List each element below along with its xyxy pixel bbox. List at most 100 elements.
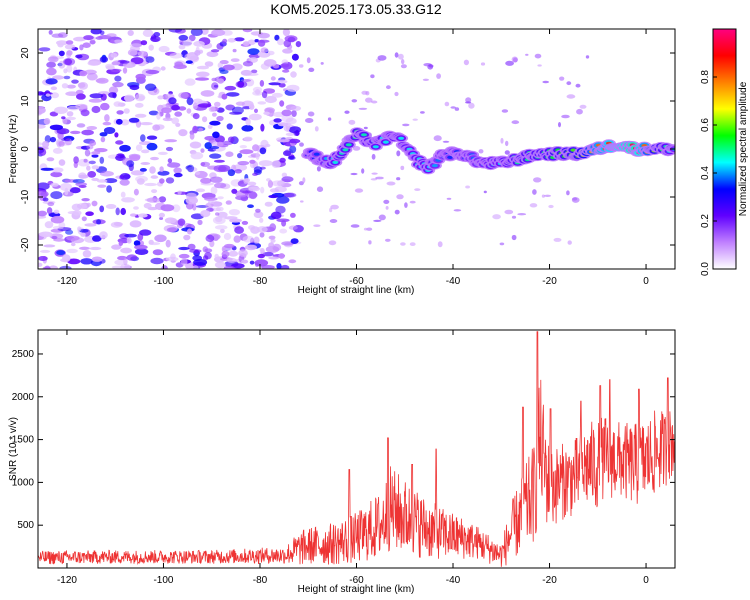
- noise-blob: [111, 61, 121, 66]
- noise-blob: [171, 104, 181, 111]
- noise-blob: [368, 240, 372, 245]
- noise-blob: [120, 247, 132, 254]
- noise-blob: [96, 179, 108, 183]
- noise-blob: [135, 144, 143, 152]
- noise-blob: [226, 92, 240, 97]
- noise-blob: [350, 224, 360, 228]
- noise-blob: [217, 62, 223, 69]
- noise-blob: [533, 177, 542, 183]
- noise-blob: [257, 39, 266, 47]
- noise-blob: [88, 160, 96, 165]
- noise-blob: [320, 62, 324, 65]
- noise-blob: [83, 35, 94, 41]
- noise-blob: [394, 91, 399, 97]
- noise-blob: [139, 122, 153, 126]
- noise-blob: [148, 242, 161, 246]
- noise-blob: [200, 148, 205, 153]
- noise-blob: [140, 134, 146, 142]
- noise-blob: [170, 253, 176, 260]
- noise-blob: [281, 109, 293, 117]
- noise-blob: [192, 113, 200, 120]
- noise-blob: [243, 178, 249, 184]
- x-tick-label: -80: [253, 276, 268, 287]
- noise-blob: [110, 39, 115, 44]
- noise-blob: [89, 140, 97, 146]
- noise-blob: [45, 78, 58, 85]
- noise-blob: [258, 160, 273, 167]
- noise-blob: [279, 157, 286, 163]
- noise-blob: [137, 50, 148, 57]
- noise-blob: [146, 197, 161, 203]
- snr-y-axis-label: SNR (10 * v/v): [8, 417, 19, 481]
- noise-blob: [38, 91, 44, 96]
- noise-blob: [100, 136, 106, 143]
- noise-blob: [135, 175, 148, 183]
- noise-blob: [99, 170, 114, 177]
- noise-blob: [87, 60, 101, 66]
- noise-blob: [281, 176, 294, 183]
- noise-blob: [291, 53, 299, 61]
- noise-blob: [282, 29, 290, 37]
- noise-blob: [164, 139, 177, 143]
- noise-blob: [239, 145, 247, 149]
- noise-blob: [249, 159, 256, 164]
- noise-blob: [227, 169, 236, 177]
- noise-blob: [282, 69, 290, 73]
- noise-blob: [158, 212, 165, 218]
- noise-blob: [108, 86, 119, 94]
- noise-blob: [352, 146, 361, 151]
- noise-blob: [241, 259, 249, 264]
- noise-blob: [161, 107, 172, 114]
- noise-blob: [78, 174, 89, 179]
- noise-blob: [38, 124, 46, 129]
- noise-blob: [50, 182, 59, 187]
- noise-blob: [468, 102, 475, 109]
- noise-blob: [351, 99, 358, 103]
- noise-blob: [42, 197, 49, 202]
- noise-blob: [422, 78, 429, 82]
- noise-blob: [200, 177, 212, 184]
- noise-blob: [251, 69, 258, 74]
- noise-blob: [259, 217, 264, 223]
- noise-blob: [80, 232, 86, 237]
- noise-blob: [255, 208, 261, 213]
- noise-blob: [159, 166, 164, 172]
- noise-blob: [42, 140, 50, 148]
- noise-blob: [165, 146, 174, 152]
- noise-blob: [197, 103, 212, 108]
- noise-blob: [396, 150, 401, 157]
- noise-blob: [158, 45, 170, 53]
- noise-blob: [152, 124, 161, 131]
- noise-blob: [207, 200, 215, 205]
- noise-blob: [253, 166, 263, 174]
- x-tick-label: -20: [542, 276, 557, 287]
- noise-blob: [243, 136, 253, 142]
- noise-blob: [433, 135, 442, 142]
- noise-blob: [43, 244, 56, 248]
- noise-blob: [200, 210, 211, 218]
- noise-blob: [233, 164, 248, 171]
- noise-blob: [194, 50, 201, 56]
- noise-blob: [453, 209, 462, 212]
- noise-blob: [120, 119, 130, 126]
- noise-blob: [129, 84, 140, 91]
- noise-blob: [99, 205, 105, 213]
- noise-blob: [160, 66, 166, 71]
- noise-blob: [371, 153, 376, 160]
- noise-blob: [86, 72, 98, 81]
- noise-blob: [99, 56, 109, 63]
- noise-blob: [115, 207, 120, 216]
- colorbar-tick-label: 0.2: [700, 214, 711, 228]
- noise-blob: [396, 177, 401, 181]
- noise-blob: [65, 91, 79, 96]
- noise-blob: [46, 67, 57, 76]
- noise-blob: [394, 52, 399, 58]
- noise-blob: [204, 61, 214, 67]
- noise-blob: [62, 254, 71, 262]
- noise-blob: [204, 136, 216, 141]
- noise-blob: [38, 210, 47, 217]
- noise-blob: [500, 137, 504, 144]
- noise-blob: [235, 80, 248, 88]
- y-tick-label: -10: [20, 189, 31, 204]
